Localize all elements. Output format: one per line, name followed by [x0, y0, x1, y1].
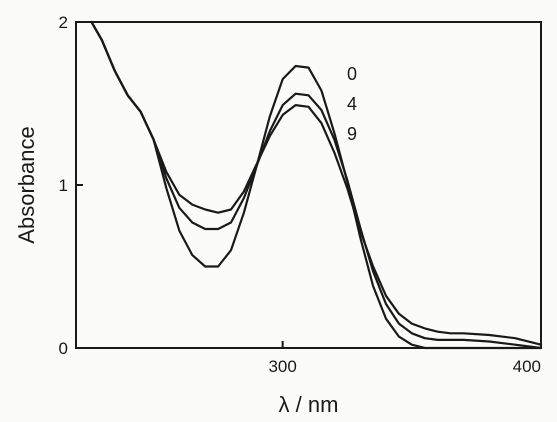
axis-labels: λ / nm Absorbance [14, 126, 338, 417]
y-axis-label: Absorbance [14, 126, 39, 243]
legend: 0 4 9 [347, 64, 357, 144]
series-lines [90, 20, 543, 350]
series-line-4 [90, 20, 543, 350]
legend-entry-9: 9 [347, 124, 357, 144]
legend-entry-4: 4 [347, 94, 357, 114]
y-tick-label: 0 [59, 339, 68, 358]
x-tick-label: 400 [513, 357, 541, 376]
y-tick-label: 2 [59, 13, 68, 32]
series-line-9 [90, 20, 543, 346]
plot-area: 0 1 2 300 400 0 4 9 λ / nm Absorbance [14, 13, 543, 417]
x-tick-label: 300 [268, 357, 296, 376]
legend-entry-0: 0 [347, 64, 357, 84]
axis-ticks: 0 1 2 300 400 [59, 13, 542, 376]
y-tick-label: 1 [59, 176, 68, 195]
series-line-0 [90, 20, 543, 350]
plot-frame [75, 21, 542, 349]
x-axis-label: λ / nm [279, 392, 339, 417]
